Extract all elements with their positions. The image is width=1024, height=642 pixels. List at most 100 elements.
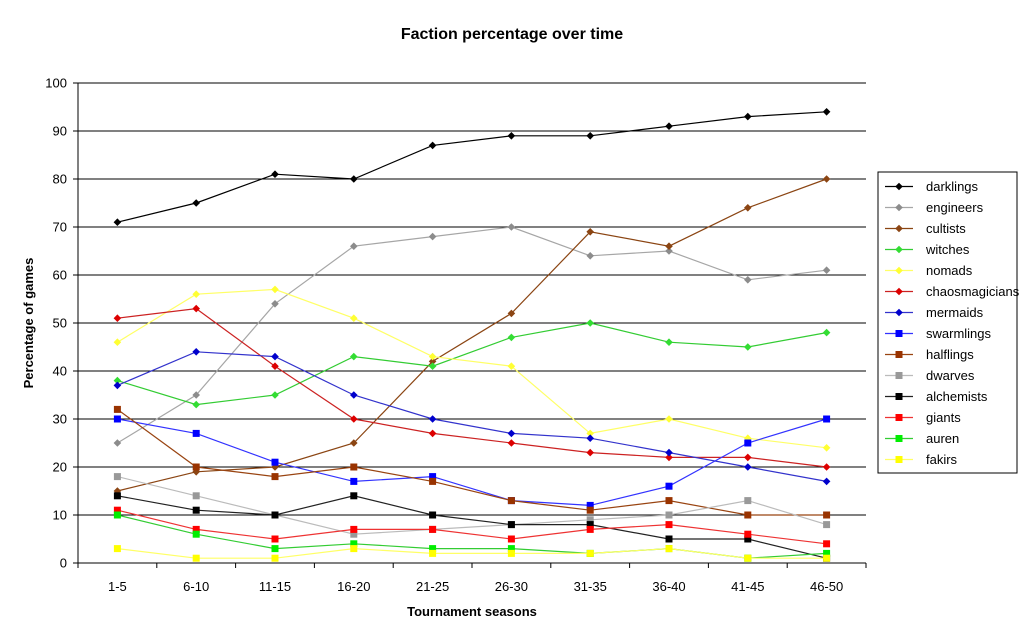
- legend-marker: [895, 266, 903, 275]
- data-point-engineers: [822, 266, 831, 274]
- data-point-mermaids: [822, 477, 831, 486]
- legend-item-mermaids: mermaids: [885, 305, 984, 320]
- data-point-chaosmagicians: [113, 314, 122, 322]
- legend-label: engineers: [926, 200, 984, 215]
- y-tick-label: 0: [60, 556, 67, 571]
- data-point-cultists: [744, 204, 752, 212]
- x-tick-label: 41-45: [731, 579, 764, 594]
- data-point-witches: [113, 376, 122, 385]
- legend-label: swarmlings: [926, 326, 992, 341]
- data-point-cultists: [507, 309, 516, 318]
- series-giants: [113, 506, 831, 548]
- data-point-halflings: [192, 463, 200, 471]
- data-point-swarmlings: [192, 429, 200, 437]
- data-point-giants: [586, 525, 594, 533]
- data-point-giants: [271, 535, 279, 543]
- data-point-auren: [507, 545, 515, 553]
- data-point-swarmlings: [586, 501, 594, 509]
- legend-marker: [895, 372, 903, 379]
- data-point-halflings: [350, 463, 358, 471]
- data-point-alchemists: [586, 521, 594, 529]
- data-point-giants: [350, 525, 358, 533]
- data-point-chaosmagicians: [507, 439, 516, 447]
- data-point-auren: [823, 549, 831, 557]
- y-tick-label: 30: [53, 412, 67, 427]
- y-tick-label: 70: [53, 220, 67, 235]
- data-point-fakirs: [507, 549, 515, 557]
- x-tick-label: 16-20: [337, 579, 370, 594]
- legend-label: halflings: [926, 347, 974, 362]
- data-point-nomads: [822, 444, 831, 452]
- data-point-dwarves: [744, 497, 752, 505]
- data-point-chaosmagicians: [271, 362, 279, 370]
- legend-label: cultists: [926, 221, 966, 236]
- data-point-auren: [429, 545, 437, 553]
- data-point-engineers: [507, 223, 516, 231]
- data-point-halflings: [113, 405, 121, 413]
- legend-marker: [895, 435, 903, 442]
- legend-marker: [895, 287, 903, 296]
- data-point-mermaids: [350, 391, 358, 399]
- data-point-alchemists: [350, 492, 358, 500]
- y-tick-label: 80: [53, 172, 67, 187]
- data-point-mermaids: [744, 463, 752, 471]
- data-point-nomads: [192, 290, 200, 298]
- data-point-nomads: [271, 285, 279, 294]
- series-line-mermaids: [117, 351, 827, 482]
- data-point-chaosmagicians: [192, 304, 200, 313]
- data-point-witches: [271, 391, 279, 399]
- data-point-engineers: [192, 391, 200, 399]
- data-point-mermaids: [428, 415, 437, 423]
- data-point-alchemists: [192, 506, 200, 514]
- data-point-witches: [665, 338, 673, 346]
- legend-label: dwarves: [926, 368, 975, 383]
- data-point-witches: [507, 333, 516, 342]
- data-point-swarmlings: [429, 473, 437, 481]
- x-tick-label: 31-35: [574, 579, 607, 594]
- y-tick-label: 50: [53, 316, 67, 331]
- data-point-darklings: [744, 112, 752, 121]
- data-point-mermaids: [586, 434, 594, 442]
- data-point-engineers: [350, 242, 358, 250]
- legend-item-witches: witches: [885, 242, 970, 257]
- data-point-swarmlings: [350, 477, 358, 485]
- legend-marker: [895, 308, 903, 317]
- legend-label: fakirs: [926, 452, 958, 467]
- series-line-swarmlings: [117, 418, 827, 507]
- data-point-alchemists: [665, 535, 673, 543]
- grid-layer: [78, 82, 866, 516]
- y-tick-label: 10: [53, 508, 67, 523]
- data-point-fakirs: [744, 554, 752, 562]
- data-point-dwarves: [665, 511, 673, 519]
- legend-item-darklings: darklings: [885, 179, 979, 194]
- data-point-darklings: [507, 132, 516, 140]
- data-point-engineers: [113, 439, 122, 447]
- data-point-alchemists: [429, 511, 437, 519]
- series-fakirs: [113, 545, 831, 562]
- data-point-halflings: [586, 506, 594, 514]
- legend-marker: [895, 351, 903, 358]
- y-axis-title: Percentage of games: [21, 258, 36, 389]
- y-tick-label: 40: [53, 364, 67, 379]
- legend-item-alchemists: alchemists: [885, 389, 988, 404]
- data-point-giants: [192, 525, 200, 533]
- data-point-darklings: [665, 122, 673, 130]
- legend-item-engineers: engineers: [885, 200, 984, 215]
- y-tick-label: 60: [53, 268, 67, 283]
- x-tick-label: 6-10: [183, 579, 209, 594]
- legend-label: witches: [925, 242, 970, 257]
- data-point-cultists: [822, 175, 831, 183]
- data-point-fakirs: [113, 545, 121, 553]
- data-point-auren: [350, 540, 358, 548]
- data-point-engineers: [271, 300, 279, 308]
- data-point-darklings: [428, 141, 437, 150]
- series-line-fakirs: [117, 547, 827, 559]
- data-point-fakirs: [823, 554, 831, 562]
- data-point-mermaids: [113, 381, 122, 390]
- data-point-swarmlings: [113, 415, 121, 423]
- data-point-swarmlings: [744, 439, 752, 447]
- data-point-fakirs: [665, 545, 673, 553]
- data-point-auren: [192, 530, 200, 538]
- data-point-mermaids: [665, 448, 673, 457]
